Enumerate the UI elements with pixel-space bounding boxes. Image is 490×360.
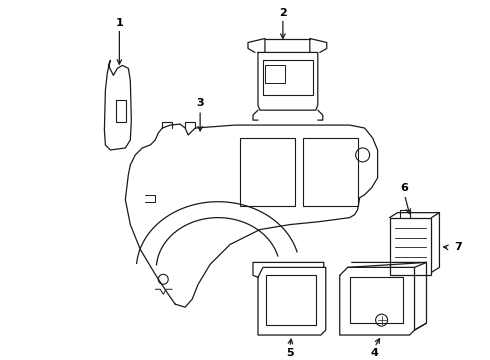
Bar — [240, 138, 295, 206]
Text: 3: 3 — [196, 98, 204, 108]
Bar — [266, 275, 316, 325]
Bar — [265, 66, 285, 83]
Text: 7: 7 — [454, 243, 462, 252]
Bar — [263, 60, 313, 95]
Text: 1: 1 — [116, 18, 123, 28]
Bar — [390, 218, 432, 275]
Bar — [350, 277, 403, 323]
Text: 4: 4 — [371, 348, 379, 358]
Bar — [116, 100, 126, 122]
Text: 6: 6 — [401, 183, 409, 193]
Text: 5: 5 — [286, 348, 294, 358]
Bar — [303, 138, 358, 206]
Text: 2: 2 — [279, 8, 287, 18]
